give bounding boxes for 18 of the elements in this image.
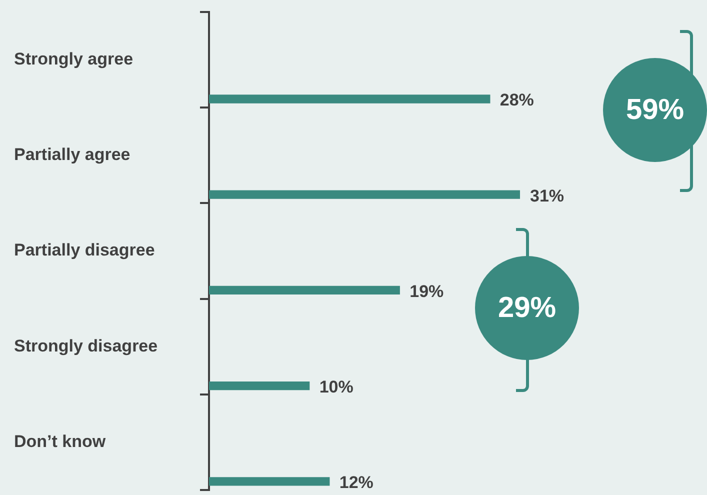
data-label: 10% [319,377,354,396]
bar [209,190,520,199]
circle-badge: 59% [603,58,707,162]
bar [209,94,490,104]
data-label: 19% [410,282,444,301]
y-tick-label: Partially disagree [14,240,155,260]
circle-badge: 29% [475,256,579,360]
y-tick-label: Don’t know [14,432,106,451]
y-tick-label: Strongly agree [14,49,134,68]
data-label: 12% [339,473,374,492]
y-tick-label: Partially agree [14,145,130,164]
bar [209,477,330,486]
bar [209,381,310,390]
y-tick-label: Strongly disagree [14,336,158,356]
annotation: 29% [498,292,556,324]
data-label: 31% [530,186,564,206]
bar [209,286,400,295]
data-label: 28% [500,90,534,110]
